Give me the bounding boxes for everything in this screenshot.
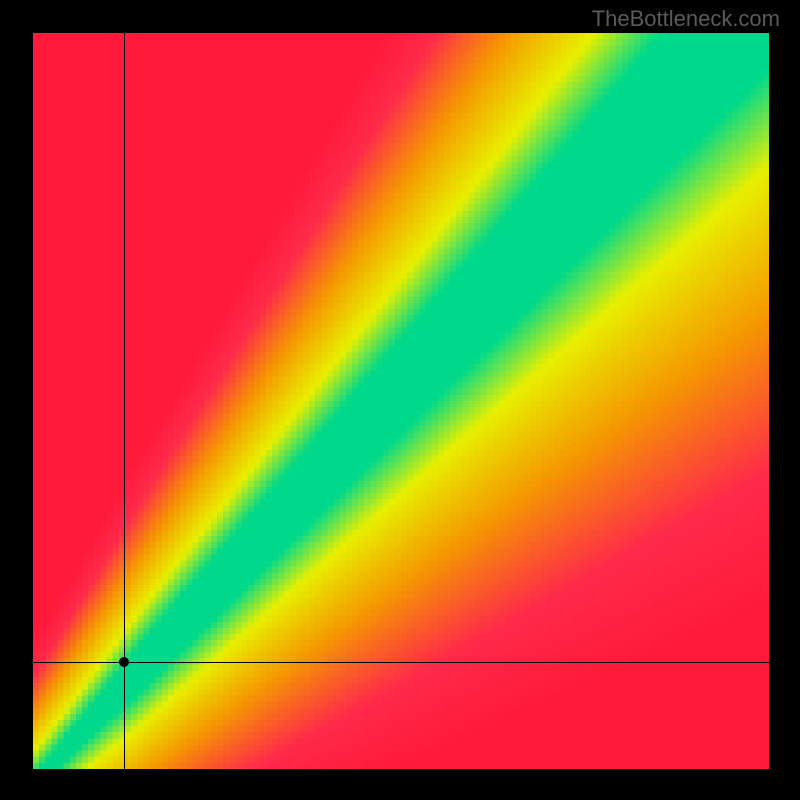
- crosshair-horizontal: [33, 662, 769, 663]
- watermark-text: TheBottleneck.com: [592, 6, 780, 32]
- bottleneck-heatmap: [33, 33, 769, 769]
- marker-dot: [119, 657, 129, 667]
- plot-area: [33, 33, 769, 769]
